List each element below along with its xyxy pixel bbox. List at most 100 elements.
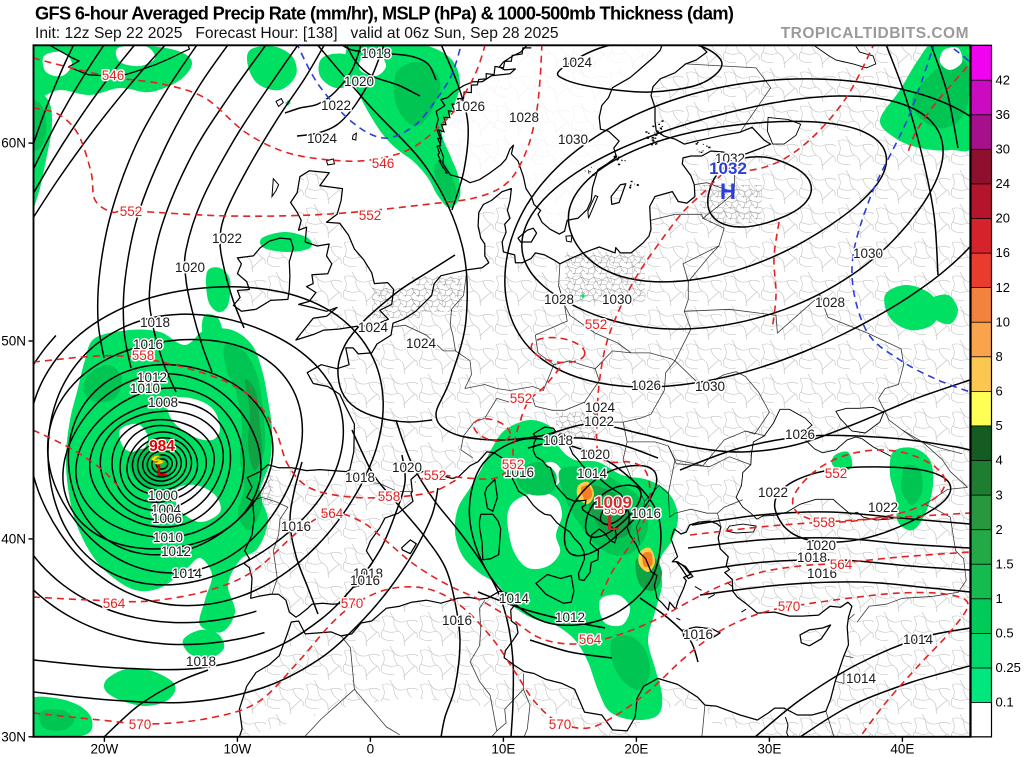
svg-text:552: 552 xyxy=(510,391,533,406)
svg-text:564: 564 xyxy=(830,557,853,572)
svg-text:1016: 1016 xyxy=(683,627,713,642)
svg-text:60N: 60N xyxy=(1,136,26,151)
svg-text:1026: 1026 xyxy=(785,427,815,442)
svg-text:1.5: 1.5 xyxy=(996,556,1014,571)
svg-text:0: 0 xyxy=(367,742,375,757)
svg-text:1012: 1012 xyxy=(555,610,585,625)
svg-text:1020: 1020 xyxy=(806,538,836,553)
svg-text:1032: 1032 xyxy=(709,159,747,178)
svg-text:Init: 12z Sep 22 2025 Foreca: Init: 12z Sep 22 2025 Forecast Hour: [13… xyxy=(35,25,559,42)
svg-text:0.25: 0.25 xyxy=(996,660,1021,675)
svg-text:552: 552 xyxy=(424,468,447,483)
svg-text:1030: 1030 xyxy=(853,246,883,261)
svg-text:2: 2 xyxy=(996,522,1003,537)
svg-text:1014: 1014 xyxy=(846,671,877,686)
svg-text:20: 20 xyxy=(996,211,1010,226)
svg-text:1022: 1022 xyxy=(758,485,788,500)
svg-text:558: 558 xyxy=(604,503,624,517)
svg-text:1012: 1012 xyxy=(161,544,191,559)
svg-text:558: 558 xyxy=(132,348,155,363)
svg-text:1014: 1014 xyxy=(903,632,934,647)
svg-text:1018: 1018 xyxy=(140,315,170,330)
svg-text:TROPICALTIDBITS.COM: TROPICALTIDBITS.COM xyxy=(781,25,969,42)
svg-text:1020: 1020 xyxy=(175,260,205,275)
svg-text:12: 12 xyxy=(996,280,1010,295)
svg-text:552: 552 xyxy=(585,317,608,332)
svg-text:1016: 1016 xyxy=(504,465,534,480)
svg-text:1012: 1012 xyxy=(137,370,167,385)
svg-text:30N: 30N xyxy=(1,729,26,744)
svg-text:1024: 1024 xyxy=(358,320,389,335)
svg-text:1020: 1020 xyxy=(392,460,422,475)
svg-text:1024: 1024 xyxy=(562,55,593,70)
svg-text:24: 24 xyxy=(996,176,1010,191)
svg-text:L: L xyxy=(607,512,620,535)
svg-text:1010: 1010 xyxy=(153,530,183,545)
svg-text:1010: 1010 xyxy=(130,381,160,396)
svg-text:10E: 10E xyxy=(491,742,515,757)
svg-text:1: 1 xyxy=(996,591,1003,606)
svg-text:4: 4 xyxy=(996,453,1003,468)
svg-text:20W: 20W xyxy=(91,742,119,757)
svg-text:1024: 1024 xyxy=(406,336,437,351)
svg-text:1009: 1009 xyxy=(594,493,632,512)
svg-text:6: 6 xyxy=(996,384,1003,399)
svg-text:552: 552 xyxy=(359,208,382,223)
svg-text:1016: 1016 xyxy=(133,337,163,352)
svg-text:1030: 1030 xyxy=(602,292,632,307)
svg-text:1016: 1016 xyxy=(807,566,837,581)
svg-text:1022: 1022 xyxy=(584,414,614,429)
svg-text:546: 546 xyxy=(372,156,395,171)
svg-text:546: 546 xyxy=(102,68,125,83)
svg-text:40N: 40N xyxy=(1,531,26,546)
svg-text:570: 570 xyxy=(341,596,364,611)
svg-text:570: 570 xyxy=(778,599,801,614)
svg-text:1022: 1022 xyxy=(321,98,351,113)
svg-text:50N: 50N xyxy=(1,334,26,349)
svg-text:1028: 1028 xyxy=(544,292,574,307)
svg-text:1004: 1004 xyxy=(151,502,182,517)
svg-text:984: 984 xyxy=(149,438,175,455)
svg-text:1016: 1016 xyxy=(350,573,380,588)
svg-text:GFS 6-hour Averaged Precip Rat: GFS 6-hour Averaged Precip Rate (mm/hr),… xyxy=(35,4,734,24)
svg-text:42: 42 xyxy=(996,72,1010,87)
svg-text:1016: 1016 xyxy=(442,613,472,628)
svg-text:1016: 1016 xyxy=(631,506,661,521)
svg-text:5: 5 xyxy=(996,418,1003,433)
svg-text:8: 8 xyxy=(996,349,1003,364)
svg-text:0.1: 0.1 xyxy=(996,695,1014,710)
svg-text:1020: 1020 xyxy=(580,447,610,462)
svg-text:1018: 1018 xyxy=(361,46,391,61)
svg-text:30E: 30E xyxy=(757,742,781,757)
svg-text:1008: 1008 xyxy=(148,395,178,410)
svg-text:1024: 1024 xyxy=(307,131,338,146)
svg-text:0.5: 0.5 xyxy=(996,626,1014,641)
svg-text:L: L xyxy=(156,460,168,481)
svg-text:1028: 1028 xyxy=(815,295,845,310)
svg-text:552: 552 xyxy=(825,466,848,481)
svg-text:570: 570 xyxy=(549,717,572,732)
svg-text:1018: 1018 xyxy=(186,654,216,669)
svg-text:552: 552 xyxy=(502,457,525,472)
svg-text:36: 36 xyxy=(996,107,1010,122)
svg-text:564: 564 xyxy=(579,632,602,647)
svg-text:H: H xyxy=(720,179,736,204)
svg-text:1026: 1026 xyxy=(455,99,485,114)
svg-text:1030: 1030 xyxy=(695,379,725,394)
svg-text:1014: 1014 xyxy=(577,466,608,481)
svg-text:1006: 1006 xyxy=(152,511,182,526)
svg-text:1014: 1014 xyxy=(172,566,203,581)
svg-text:1028: 1028 xyxy=(509,110,539,125)
svg-text:1026: 1026 xyxy=(631,378,661,393)
svg-text:30: 30 xyxy=(996,142,1010,157)
svg-text:1022: 1022 xyxy=(868,500,898,515)
svg-text:558: 558 xyxy=(813,515,836,530)
svg-text:1032: 1032 xyxy=(715,151,745,166)
svg-text:3: 3 xyxy=(996,487,1003,502)
svg-text:10: 10 xyxy=(996,314,1010,329)
svg-text:1022: 1022 xyxy=(212,231,242,246)
svg-text:1018: 1018 xyxy=(797,550,827,565)
svg-text:10W: 10W xyxy=(224,742,252,757)
svg-text:558: 558 xyxy=(378,489,401,504)
svg-text:564: 564 xyxy=(321,506,344,521)
